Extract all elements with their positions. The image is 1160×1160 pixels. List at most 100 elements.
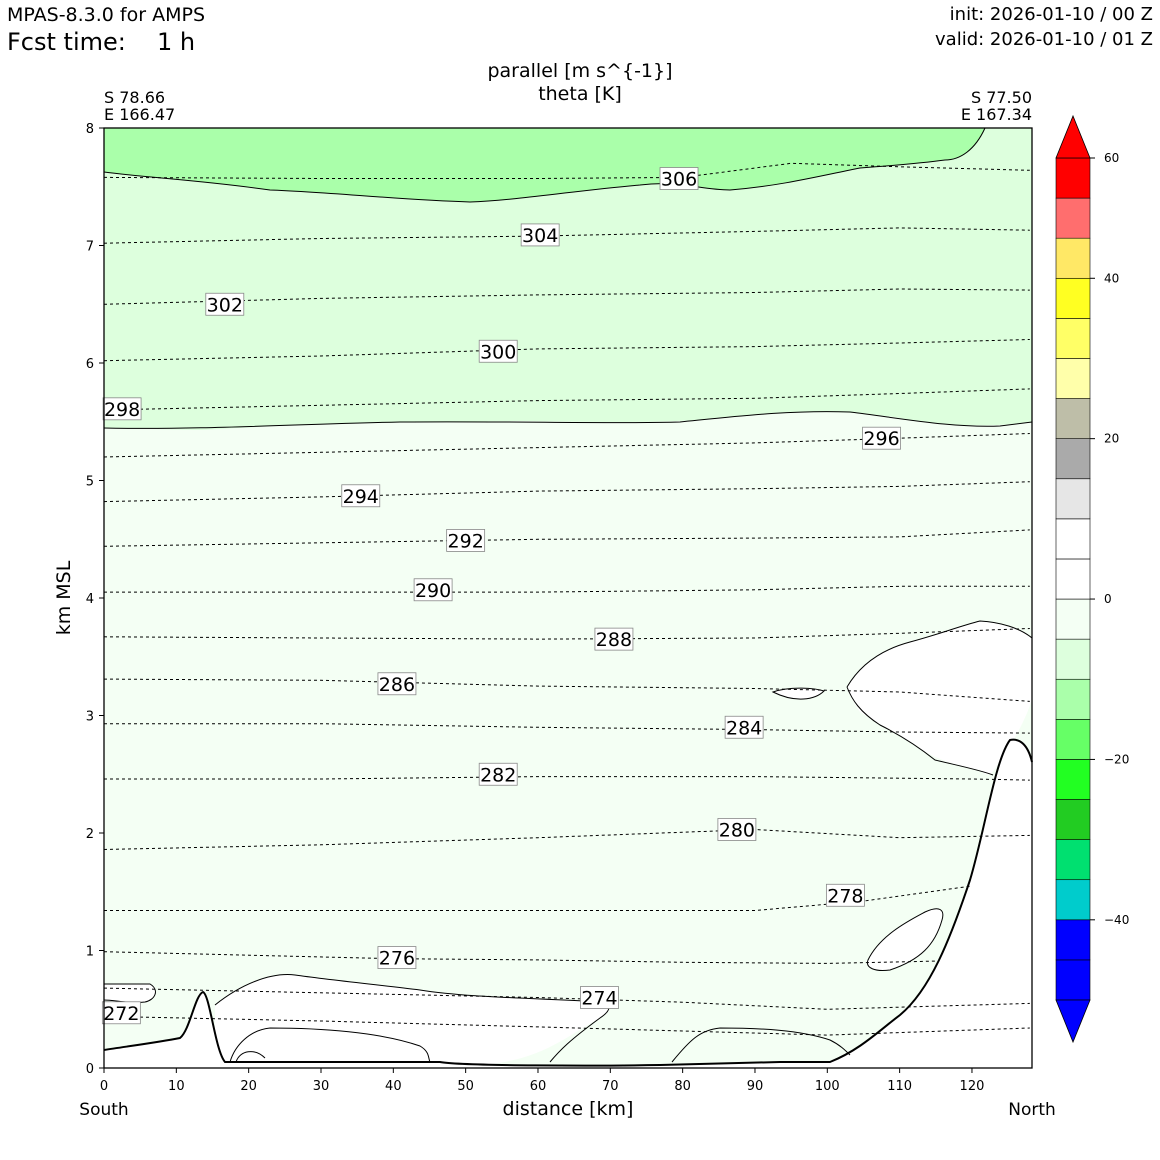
theta-label-278: 278 bbox=[827, 885, 863, 907]
x-axis: 0 10 20 30 40 50 60 70 80 90 100 110 120 bbox=[100, 1068, 984, 1094]
y-axis: 0 1 2 3 4 5 6 7 8 bbox=[86, 122, 104, 1077]
wind-contour-top bbox=[103, 127, 986, 203]
model-title: MPAS-8.3.0 for AMPS bbox=[7, 4, 206, 26]
x-tick-label: 0 bbox=[100, 1079, 108, 1094]
y-tick-label: 0 bbox=[86, 1062, 94, 1077]
theta-contour-292 bbox=[103, 529, 1030, 547]
theta-label-box-278 bbox=[825, 883, 865, 907]
colorbar-tick-label: 60 bbox=[1104, 151, 1119, 165]
theta-contour-278 bbox=[104, 885, 973, 911]
colorbar-tick-label: −20 bbox=[1104, 752, 1129, 766]
colorbar-segment bbox=[1055, 598, 1091, 640]
north-direction-label: North bbox=[1008, 1100, 1056, 1120]
theta-label-306: 306 bbox=[661, 169, 697, 191]
colorbar-segment bbox=[1055, 518, 1091, 560]
y-axis-label: km MSL bbox=[53, 560, 75, 635]
colorbar-tick-label: −40 bbox=[1104, 913, 1129, 927]
x-tick-label: 30 bbox=[313, 1079, 330, 1094]
colorbar-segment bbox=[1055, 678, 1091, 720]
colorbar-segment bbox=[1055, 959, 1091, 1001]
colorbar-segment bbox=[1055, 558, 1091, 600]
theta-label-box-296 bbox=[862, 426, 901, 450]
colorbar-segment bbox=[1055, 759, 1091, 800]
theta-label-296: 296 bbox=[863, 428, 899, 450]
colorbar-extend-high bbox=[1055, 114, 1091, 159]
theta-label-box-304 bbox=[520, 223, 560, 247]
theta-label-box-290 bbox=[413, 578, 453, 602]
theta-label-288: 288 bbox=[596, 629, 632, 651]
valid-time: valid: 2026-01-10 / 01 Z bbox=[935, 29, 1153, 50]
theta-label-292: 292 bbox=[448, 530, 484, 552]
theta-label-282: 282 bbox=[480, 764, 516, 786]
colorbar-tick-label: 20 bbox=[1104, 432, 1119, 446]
theta-label-box-282 bbox=[478, 762, 518, 786]
theta-label-box-300 bbox=[478, 339, 518, 363]
end-longitude: E 167.34 bbox=[960, 105, 1032, 124]
theta-label-box-274 bbox=[580, 986, 619, 1009]
colorbar-extend-low bbox=[1055, 999, 1091, 1044]
y-tick-label: 7 bbox=[86, 240, 94, 255]
colorbar-segment bbox=[1055, 919, 1091, 961]
forecast-time-label: Fcst time: bbox=[7, 28, 126, 56]
theta-label-300: 300 bbox=[480, 341, 516, 363]
theta-contour-290 bbox=[104, 585, 1030, 593]
theta-label-box-302 bbox=[205, 292, 245, 316]
y-tick-label: 2 bbox=[86, 827, 94, 842]
theta-label-box-292 bbox=[446, 529, 486, 552]
theta-label-276: 276 bbox=[379, 948, 415, 970]
theta-label-302: 302 bbox=[207, 294, 243, 316]
colorbar-segment bbox=[1055, 839, 1091, 881]
theta-label-box-284 bbox=[724, 715, 764, 739]
y-tick-label: 4 bbox=[86, 592, 94, 607]
wind-contour-right-bottom bbox=[846, 686, 994, 776]
colorbar-segment bbox=[1055, 277, 1091, 319]
x-tick-label: 10 bbox=[168, 1079, 185, 1094]
x-tick-label: 80 bbox=[674, 1079, 691, 1094]
colorbar-segment bbox=[1055, 638, 1091, 680]
chart-title-theta: theta [K] bbox=[538, 83, 622, 105]
colorbar-segment bbox=[1055, 398, 1091, 439]
colorbar-tick-label: 40 bbox=[1104, 271, 1119, 285]
wind-band-minus15 bbox=[104, 128, 1032, 430]
theta-label-294: 294 bbox=[343, 486, 379, 508]
wind-band-near-zero-mid bbox=[867, 908, 943, 971]
theta-contour-282 bbox=[104, 776, 1030, 781]
x-tick-label: 50 bbox=[457, 1079, 474, 1094]
y-tick-label: 8 bbox=[86, 122, 94, 137]
wind-band-near-zero-small bbox=[773, 688, 824, 700]
wind-contour-upper bbox=[103, 411, 1033, 429]
theta-contour-304 bbox=[103, 227, 1030, 244]
wind-band-near-zero-upper bbox=[847, 621, 1032, 775]
south-direction-label: South bbox=[79, 1100, 129, 1120]
theta-contour-296 bbox=[103, 433, 1030, 458]
wind-contour-low-bump bbox=[235, 1051, 266, 1063]
colorbar-segment bbox=[1055, 478, 1091, 520]
colorbar-segment bbox=[1055, 879, 1091, 921]
y-tick-label: 1 bbox=[86, 945, 94, 960]
colorbar-segment bbox=[1055, 438, 1091, 480]
theta-label-box-288 bbox=[594, 627, 634, 651]
theta-label-284: 284 bbox=[726, 717, 762, 739]
theta-label-290: 290 bbox=[415, 580, 451, 602]
colorbar-segment bbox=[1055, 358, 1091, 399]
forecast-time-value: 1 h bbox=[157, 28, 196, 56]
wind-contour-low-right bbox=[671, 1027, 851, 1063]
theta-label-box-306 bbox=[659, 167, 699, 190]
theta-label-304: 304 bbox=[522, 225, 558, 247]
theta-label-box-276 bbox=[377, 946, 417, 969]
y-tick-label: 3 bbox=[86, 710, 94, 725]
theta-label-box-272 bbox=[101, 1001, 141, 1025]
theta-label-298: 298 bbox=[104, 399, 140, 421]
theta-contour-276 bbox=[103, 951, 936, 964]
x-tick-label: 110 bbox=[887, 1079, 912, 1094]
theta-contour-298 bbox=[103, 388, 1030, 411]
end-latitude: S 77.50 bbox=[970, 88, 1032, 107]
theta-label-280: 280 bbox=[719, 819, 755, 841]
y-tick-label: 5 bbox=[86, 475, 94, 490]
start-latitude: S 78.66 bbox=[104, 88, 166, 107]
theta-label-box-286 bbox=[377, 672, 417, 696]
theta-label-286: 286 bbox=[379, 674, 415, 696]
colorbar-segment bbox=[1055, 157, 1091, 199]
theta-contour-300 bbox=[103, 339, 1030, 362]
